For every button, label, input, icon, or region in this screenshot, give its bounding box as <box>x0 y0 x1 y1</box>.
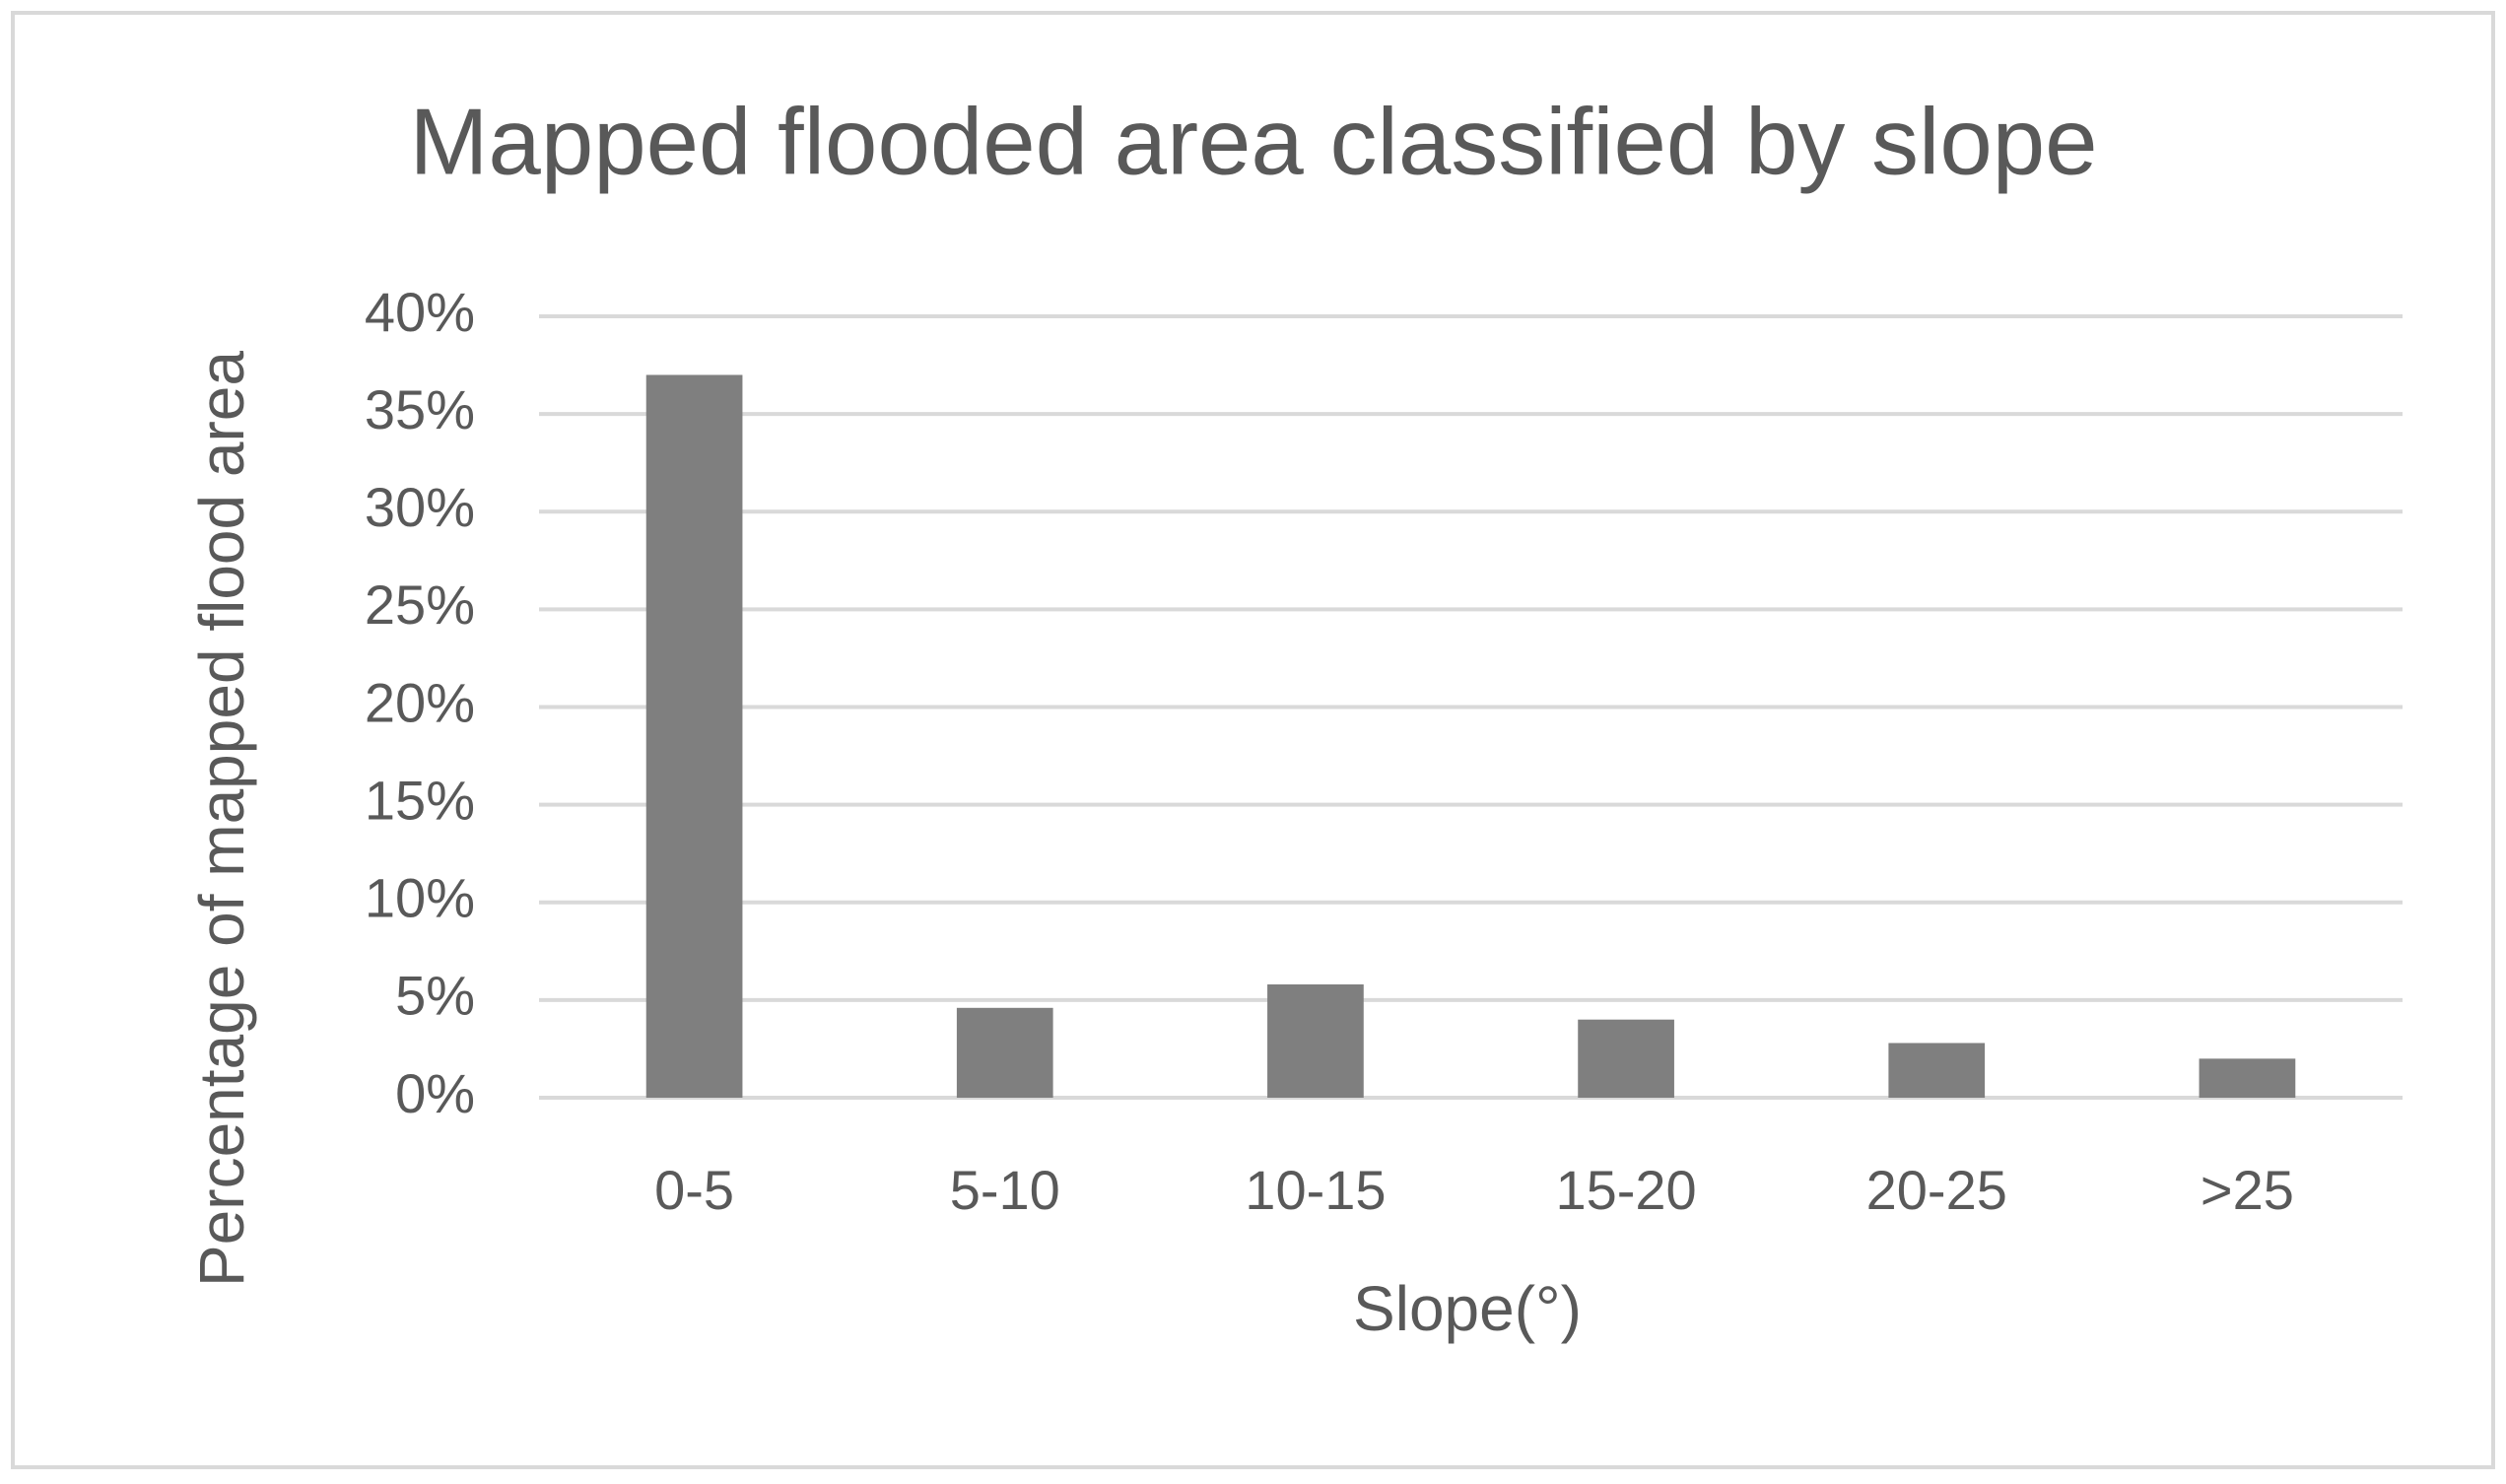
y-tick-label: 30% <box>365 476 475 538</box>
chart-title: Mapped flooded area classified by slope <box>409 89 2097 194</box>
y-tick-label: 10% <box>365 867 475 929</box>
y-tick-label: 40% <box>365 281 475 343</box>
bar <box>1267 984 1364 1098</box>
y-tick-label: 20% <box>365 671 475 733</box>
chart-border <box>11 11 2495 1469</box>
y-axis-label: Percentage of mapped flood area <box>186 351 257 1287</box>
x-tick-label: 5-10 <box>950 1159 1060 1221</box>
y-tick-label: 15% <box>365 769 475 831</box>
y-tick-label: 5% <box>395 965 475 1027</box>
bar <box>1888 1043 1986 1098</box>
x-tick-label: 15-20 <box>1555 1159 1696 1221</box>
bar <box>2199 1058 2296 1098</box>
x-tick-label: >25 <box>2201 1159 2294 1221</box>
x-tick-label: 20-25 <box>1866 1159 2007 1221</box>
x-tick-label: 0-5 <box>654 1159 734 1221</box>
bar <box>645 374 743 1099</box>
y-tick-label: 35% <box>365 378 475 440</box>
bar <box>956 1007 1053 1098</box>
x-axis-label: Slope(°) <box>1353 1273 1582 1344</box>
y-tick-label: 25% <box>365 573 475 636</box>
bar <box>1578 1019 1674 1098</box>
y-tick-label: 0% <box>395 1062 475 1124</box>
x-tick-label: 10-15 <box>1245 1159 1386 1221</box>
